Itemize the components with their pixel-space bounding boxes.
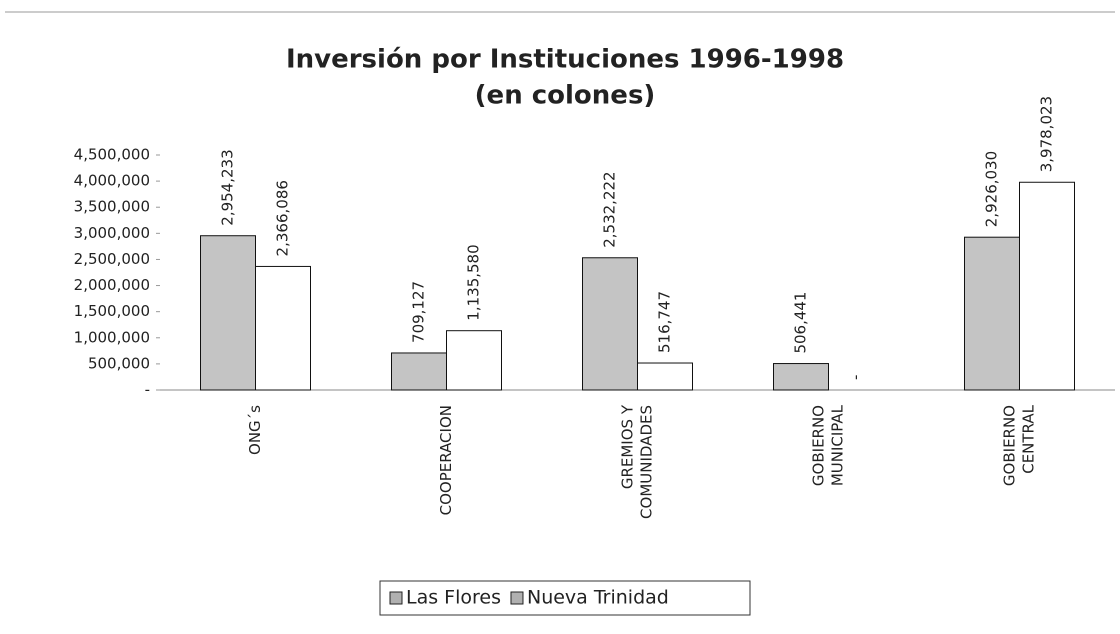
bar (582, 257, 638, 391)
value-label: 3,978,023 (1038, 96, 1056, 172)
value-label: 2,926,030 (983, 151, 1001, 227)
legend-label: Nueva Trinidad (527, 587, 669, 609)
chart-title: Inversión por Instituciones 1996-1998 (286, 45, 844, 75)
x-tick-label: GREMIOS Y (619, 404, 637, 489)
value-label: 2,366,086 (274, 180, 292, 256)
value-label: 2,532,222 (601, 171, 619, 247)
y-tick-label: 2,500,000 (74, 250, 150, 268)
x-tick-label: GOBIERNO (1001, 405, 1019, 486)
bar (200, 235, 256, 391)
y-tick-label: 2,000,000 (74, 276, 150, 294)
bar (773, 363, 829, 391)
value-label: 2,954,233 (219, 149, 237, 225)
y-tick-label: 3,000,000 (74, 224, 150, 242)
x-tick-label: COOPERACION (437, 405, 455, 515)
bar (964, 236, 1020, 391)
y-tick-label: 500,000 (88, 354, 150, 372)
value-label: 516,747 (656, 291, 674, 353)
x-tick-label: GOBIERNO (810, 405, 828, 486)
x-tick-label: COMUNIDADES (638, 405, 656, 519)
value-label: - (847, 375, 865, 380)
x-tick-label: CENTRAL (1020, 404, 1038, 473)
bar (1019, 181, 1075, 391)
legend-swatch (510, 591, 524, 605)
y-tick-label: 4,000,000 (74, 172, 150, 190)
bar (446, 330, 502, 391)
bar (255, 265, 311, 391)
y-tick-label: - (145, 381, 150, 399)
y-tick-label: 3,500,000 (74, 198, 150, 216)
x-tick-label: ONG´s (246, 405, 264, 455)
value-label: 506,441 (792, 292, 810, 354)
y-tick-label: 1,500,000 (74, 302, 150, 320)
x-tick-label: MUNICIPAL (829, 404, 847, 486)
bar (391, 352, 447, 391)
y-tick-label: 1,000,000 (74, 328, 150, 346)
legend-swatch (389, 591, 403, 605)
bar (637, 362, 693, 391)
y-tick-label: 4,500,000 (74, 146, 150, 164)
legend-box (379, 580, 751, 616)
value-label: 1,135,580 (465, 244, 483, 320)
value-label: 709,127 (410, 281, 428, 343)
legend-label: Las Flores (406, 587, 501, 609)
chart-subtitle: (en colones) (475, 81, 656, 111)
